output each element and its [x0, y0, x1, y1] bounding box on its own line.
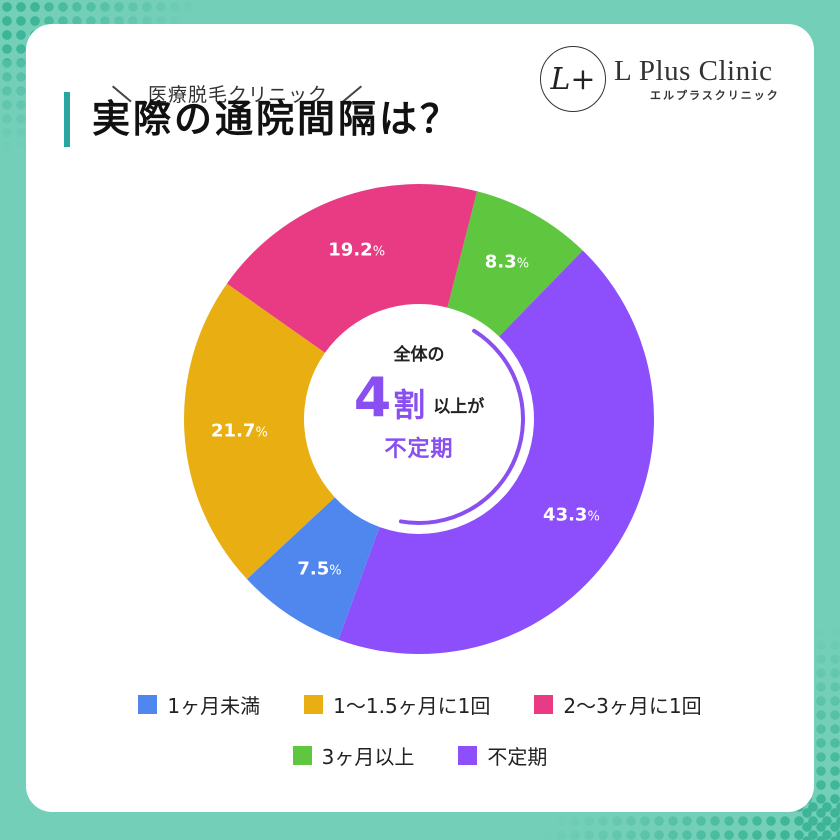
- center-line-1: 全体の: [393, 345, 445, 365]
- center-message: 全体の 4 割 以上が 不定期: [319, 340, 519, 463]
- legend-swatch: [292, 746, 312, 765]
- clinic-logo: L+ L Plus Clinic エルプラスクリニック: [540, 46, 780, 112]
- accent-arc: [398, 328, 525, 525]
- legend-swatch: [138, 695, 158, 714]
- chart-legend: 1ヶ月未満 1〜1.5ヶ月に1回 2〜3ヶ月に1回 3ヶ月以上 不定期: [0, 690, 840, 792]
- legend-item: 3ヶ月以上: [292, 741, 415, 770]
- logo-mark-icon: L+: [540, 46, 606, 112]
- legend-label: 2〜3ヶ月に1回: [563, 694, 702, 718]
- center-big-number: 4: [353, 366, 392, 429]
- slice-value-label: 8.3%: [484, 251, 530, 273]
- legend-label: 1〜1.5ヶ月に1回: [333, 694, 491, 718]
- center-big-kanji: 割: [393, 386, 426, 424]
- logo-kana: エルプラスクリニック: [650, 89, 780, 102]
- donut-slice: [226, 184, 478, 353]
- title-accent-bar: [64, 92, 70, 147]
- legend-item: 1ヶ月未満: [138, 690, 260, 719]
- subtitle: 医療脱毛クリニック: [110, 80, 364, 107]
- center-line-2-rest: 以上が: [433, 397, 485, 417]
- slice-value-label: 19.2%: [328, 239, 386, 261]
- donut-slice: [246, 497, 380, 640]
- legend-swatch: [458, 746, 478, 765]
- center-line-3: 不定期: [384, 437, 454, 462]
- legend-label: 1ヶ月未満: [167, 694, 261, 718]
- legend-swatch: [304, 695, 324, 714]
- slice-value-label: 21.7%: [211, 420, 268, 442]
- donut-slice: [447, 191, 583, 337]
- legend-item: 1〜1.5ヶ月に1回: [304, 690, 490, 719]
- legend-label: 不定期: [487, 745, 548, 769]
- page-title: 実際の通院間隔は？: [92, 97, 462, 141]
- legend-item: 不定期: [458, 741, 547, 770]
- subtitle-text: 医療脱毛クリニック: [148, 84, 329, 106]
- legend-row-1: 1ヶ月未満 1〜1.5ヶ月に1回 2〜3ヶ月に1回: [0, 690, 840, 719]
- donut-slice: [184, 283, 335, 580]
- legend-swatch: [534, 695, 554, 714]
- legend-row-2: 3ヶ月以上 不定期: [0, 741, 840, 770]
- content-card: 医療脱毛クリニック 実際の通院間隔は？ L+ L Plus Clinic エルプ…: [26, 24, 814, 812]
- legend-item: 2〜3ヶ月に1回: [534, 690, 702, 719]
- slice-value-label: 7.5%: [297, 558, 342, 580]
- slice-value-label: 43.3%: [543, 504, 600, 526]
- donut-slice: [338, 250, 654, 654]
- legend-label: 3ヶ月以上: [321, 745, 415, 769]
- logo-name: L Plus Clinic: [614, 55, 773, 87]
